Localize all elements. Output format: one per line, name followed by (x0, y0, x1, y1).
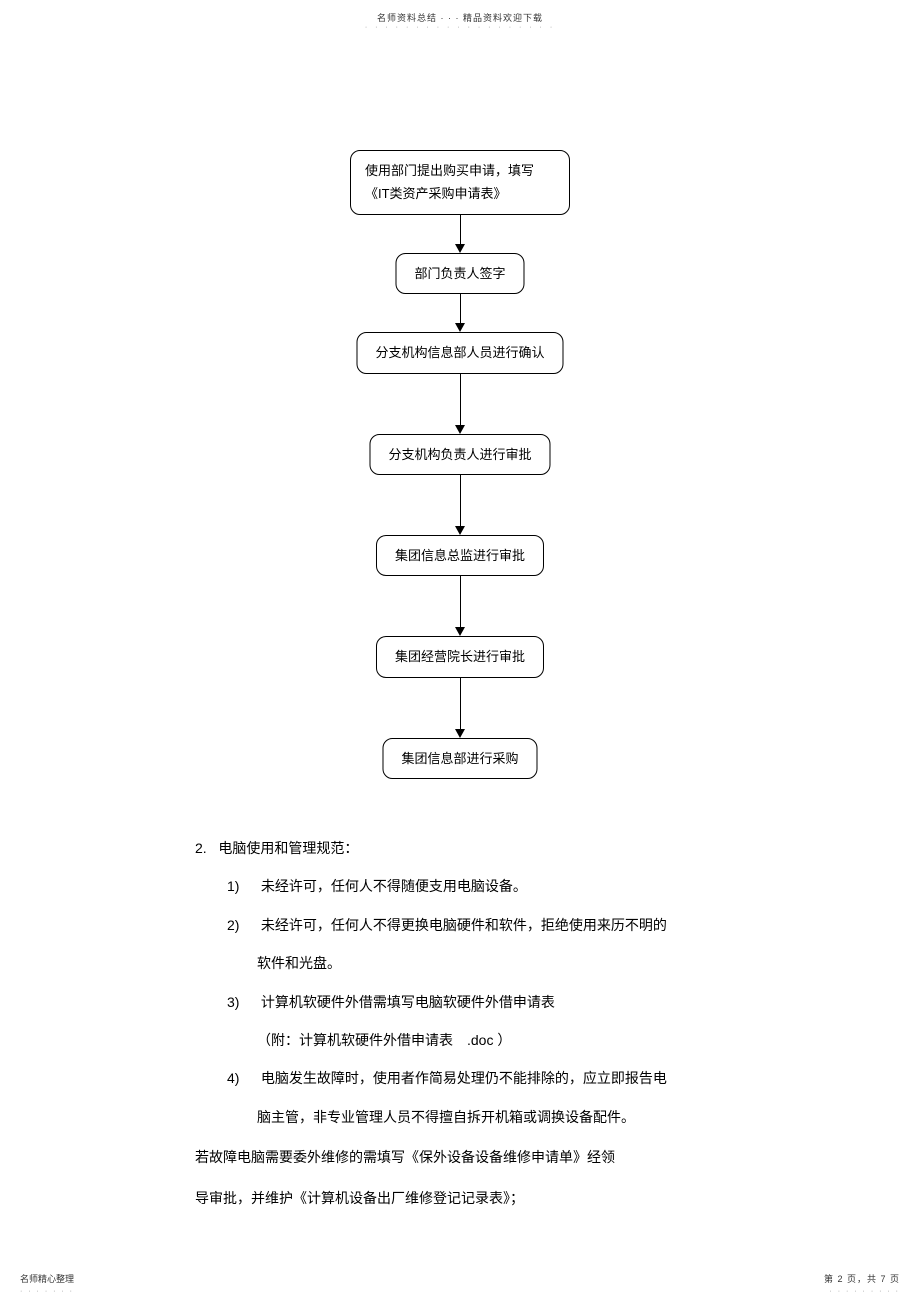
content-section: 2. 电脑使用和管理规范： 1) 未经许可，任何人不得随便支用电脑设备。 2) … (195, 830, 755, 1216)
section-title: 电脑使用和管理规范： (218, 840, 358, 856)
flow-arrow-3 (330, 374, 590, 434)
paragraph-line-1: 若故障电脑需要委外维修的需填写《保外设备设备维修申请单》经领 (195, 1139, 755, 1175)
item-text: 未经许可，任何人不得随便支用电脑设备。 (261, 878, 527, 894)
flow-arrow-4 (330, 475, 590, 535)
flowchart: 使用部门提出购买申请，填写《IT类资产采购申请表》 部门负责人签字 分支机构信息… (330, 150, 590, 779)
item-number: 3) (227, 984, 257, 1020)
header-text: 名师资料总结 · · · 精品资料欢迎下载 (377, 11, 543, 24)
flow-arrow-5 (330, 576, 590, 636)
footer-right: 第 2 页，共 7 页 (824, 1272, 900, 1285)
item-text: 未经许可，任何人不得更换电脑硬件和软件，拒绝使用来历不明的 (261, 917, 667, 933)
flow-arrow-2 (330, 294, 590, 332)
footer-left-dots: · · · · · · · (20, 1288, 74, 1295)
flow-node-5: 集团信息总监进行审批 (376, 535, 544, 576)
flow-node-7: 集团信息部进行采购 (382, 738, 537, 779)
list-item-3: 3) 计算机软硬件外借需填写电脑软硬件外借申请表 (195, 984, 755, 1020)
section-heading: 2. 电脑使用和管理规范： (195, 830, 755, 866)
item-continuation: （附：计算机软硬件外借申请表 .doc ） (195, 1022, 755, 1058)
header-dots: · · · · · · · · · · · · · · · · · · · (365, 24, 555, 31)
flow-node-4: 分支机构负责人进行审批 (369, 434, 550, 475)
item-continuation: 脑主管，非专业管理人员不得擅自拆开机箱或调换设备配件。 (195, 1099, 755, 1135)
list-item-4: 4) 电脑发生故障时，使用者作简易处理仍不能排除的，应立即报告电 (195, 1060, 755, 1096)
list-item-2: 2) 未经许可，任何人不得更换电脑硬件和软件，拒绝使用来历不明的 (195, 907, 755, 943)
list-item-1: 1) 未经许可，任何人不得随便支用电脑设备。 (195, 868, 755, 904)
flow-node-2: 部门负责人签字 (395, 253, 524, 294)
flow-node-3: 分支机构信息部人员进行确认 (356, 332, 563, 373)
footer-right-dots: · · · · · · · · · (829, 1288, 900, 1295)
item-text: 计算机软硬件外借需填写电脑软硬件外借申请表 (261, 994, 555, 1010)
flow-node-1: 使用部门提出购买申请，填写《IT类资产采购申请表》 (350, 150, 570, 215)
section-number: 2. (195, 840, 207, 856)
item-text: 电脑发生故障时，使用者作简易处理仍不能排除的，应立即报告电 (261, 1070, 667, 1086)
flow-arrow-1 (330, 215, 590, 253)
flow-arrow-6 (330, 678, 590, 738)
paragraph-line-2: 导审批，并维护《计算机设备出厂维修登记记录表》； (195, 1180, 755, 1216)
item-number: 4) (227, 1060, 257, 1096)
item-continuation: 软件和光盘。 (195, 945, 755, 981)
flow-node-6: 集团经营院长进行审批 (376, 636, 544, 677)
item-number: 1) (227, 868, 257, 904)
footer-left: 名师精心整理 (20, 1272, 74, 1285)
item-number: 2) (227, 907, 257, 943)
